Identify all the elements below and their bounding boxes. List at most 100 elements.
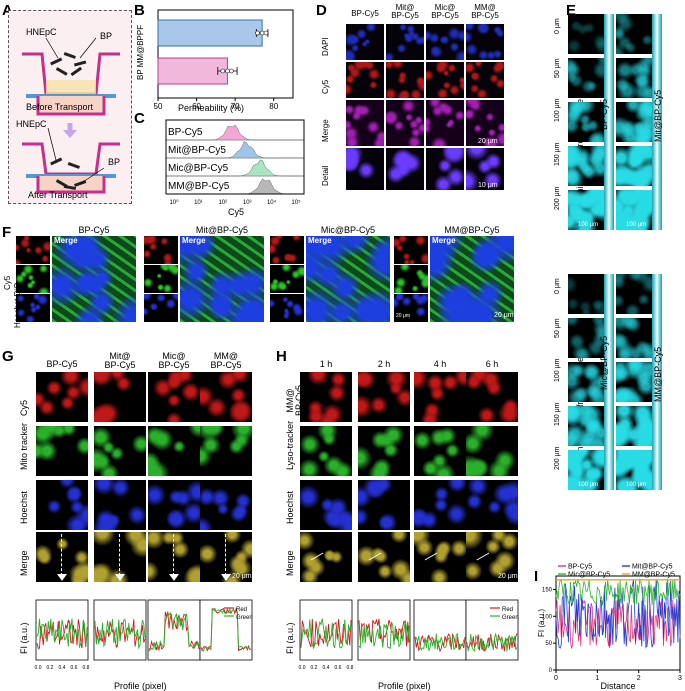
- panel-i-legend-3: MM@BP-Cy5: [632, 572, 675, 579]
- panel-e-image-bottom-a-1: [568, 318, 604, 358]
- panel-b-ylabel: BP MM@BPPF: [136, 24, 145, 80]
- panel-e-image-bottom-b-2: [616, 362, 652, 402]
- panel-g-label: G: [2, 348, 14, 365]
- panel-e-scale-top-b: 100 μm: [626, 222, 647, 228]
- panel-h-profile-plot-1: [357, 599, 411, 661]
- panel-g-image-r2-c3: [200, 480, 252, 530]
- panel-c-series-label-1: Mit@BP-Cy5: [168, 145, 226, 156]
- panel-d-label: D: [316, 2, 327, 19]
- panel-e-image-bottom-b-0: [616, 274, 652, 314]
- panel-g-image-r2-c0: [36, 480, 88, 530]
- panel-e-depth-bottom-0: 0 μm: [554, 278, 561, 294]
- panel-h-image-r3-c0: [300, 532, 352, 582]
- panel-g-plot-xtick-3: 0.6: [71, 665, 78, 671]
- panel-f-merge-label-1: Merge: [182, 236, 206, 245]
- panel-h-col-label-3: 6 h: [485, 359, 499, 369]
- panel-g-profile-arrow-2: [169, 574, 179, 581]
- panel-g-col-label-2: Mic@ BP-Cy5: [158, 351, 190, 370]
- panel-f-small-0-2: [16, 294, 50, 322]
- panel-e-image-top-b-3: [616, 146, 652, 186]
- panel-h-plot-ylabel: FI (a.u.): [285, 622, 295, 654]
- panel-g-image-r3-c0: [36, 532, 88, 582]
- panel-h-image-r2-c0: [300, 480, 352, 530]
- panel-e-scale-bottom-b: 100 μm: [626, 482, 647, 488]
- panel-g-profile-arrow-1: [115, 574, 125, 581]
- panel-f-small-3-1: [394, 265, 428, 293]
- panel-f-merge-image-0: [52, 236, 136, 322]
- panel-g-legend-0: Red: [236, 607, 247, 613]
- panel-i-ytick-3: 150: [542, 587, 553, 593]
- panel-h-plot-xtick-4: 0.8: [347, 665, 354, 671]
- panel-g-image-r0-c3: [200, 372, 252, 422]
- panel-e-sample-bottom-0: Mic@BP-Cy5: [599, 335, 609, 390]
- panel-d-col-label-1: Mit@ BP-Cy5: [391, 3, 419, 20]
- panel-g-image-r2-c2: [148, 480, 200, 530]
- panel-e-scale-bottom-a: 100 μm: [578, 482, 599, 488]
- panel-h-image-r3-c2: [414, 532, 466, 582]
- panel-e-image-bottom-a-3: [568, 406, 604, 446]
- panel-c-hist-0: [166, 124, 304, 141]
- panel-c-chart: BP-Cy5 Mit@BP-Cy5 Mic@BP-Cy5 MM@BP-Cy5 10⁰ 10…: [165, 119, 305, 206]
- panel-f-merge-label-0: Merge: [54, 236, 78, 245]
- panel-g-profile-line-0: [61, 534, 62, 576]
- panel-i-ytick-2: 100: [542, 614, 553, 620]
- panel-f-merge-label-2: Merge: [308, 236, 332, 245]
- panel-c-series-label-3: MM@BP-Cy5: [168, 181, 230, 192]
- panel-d-row-label-0: DAPI: [321, 37, 330, 56]
- panel-i-legend-1: Mit@BP-Cy5: [632, 564, 673, 571]
- panel-g-profile-0-line-1: [36, 618, 88, 648]
- panel-h-image-r0-c2: [414, 372, 466, 422]
- panel-i-ytick-1: 50: [545, 641, 552, 647]
- panel-e-stripe-bottom-1: [652, 274, 662, 490]
- panel-f-row-label-cy5: Cy5: [3, 275, 12, 290]
- panel-h-image-r1-c1: [358, 426, 410, 476]
- panel-h-image-r3-c1: [358, 532, 410, 582]
- panel-i-ytick-0: 0: [549, 668, 553, 674]
- panel-g-scale: 20 μm: [232, 573, 252, 580]
- panel-g-col-label-1: Mit@ BP-Cy5: [104, 351, 136, 370]
- panel-g-plot-xtick-2: 0.4: [59, 665, 66, 671]
- panel-h-col-label-1: 2 h: [377, 359, 391, 369]
- panel-e-image-top-b-0: [616, 14, 652, 54]
- panel-d-scale-2: 10 μm: [478, 182, 498, 189]
- panel-h-image-r2-c2: [414, 480, 466, 530]
- panel-g-profile-arrow-3: [221, 574, 231, 581]
- panel-c-hist-1: [166, 141, 304, 159]
- panel-g-image-r1-c0: [36, 426, 88, 476]
- panel-h-profile-1-line-0: [358, 618, 410, 647]
- panel-h-row-label-1: Lyso-tracker: [285, 420, 295, 470]
- panel-d-col-label-2: Mic@ BP-Cy5: [431, 3, 459, 20]
- panel-e-depth-bottom-1: 50 μm: [554, 318, 561, 338]
- panel-a-bp-bottom: BP: [108, 157, 121, 167]
- panel-d-row-label-1: Cy5: [321, 79, 330, 94]
- panel-f-small-1-2: [144, 294, 178, 322]
- panel-g-plot-xtick-0: 0.0: [35, 665, 42, 671]
- panel-i-legend-2: Mic@BP-Cy5: [568, 572, 610, 579]
- panel-i-series-2: [555, 578, 681, 606]
- panel-d-image-r2-c0: [346, 100, 384, 146]
- panel-c-series-label-0: BP-Cy5: [168, 127, 203, 138]
- panel-g-profile-line-1: [119, 534, 120, 576]
- panel-c-xtick-2: 10²: [218, 200, 227, 206]
- panel-h-legend-1: Green: [502, 615, 519, 621]
- panel-d-image-r0-c1: [386, 24, 424, 60]
- panel-g-plot-ylabel: FI (a.u.): [19, 622, 29, 654]
- panel-g-profile-line-3: [225, 534, 226, 576]
- panel-e-sample-top-1: Mit@BP-Cy5: [653, 89, 663, 142]
- panel-h-image-r0-c0: [300, 372, 352, 422]
- panel-f-merge-image-2: [306, 236, 390, 322]
- panel-e-depth-top-1: 50 μm: [554, 58, 561, 78]
- panel-h-col-label-0: 1 h: [319, 359, 333, 369]
- panel-d-image-r3-c2: [426, 148, 464, 190]
- panel-g-profile-plot-3: Red Green: [199, 599, 253, 661]
- panel-h-profile-plot-3: Red Green: [465, 599, 519, 661]
- panel-f-small-0-0: [16, 236, 50, 264]
- panel-b-xtick-0: 50: [154, 102, 163, 111]
- panel-g-image-r1-c2: [148, 426, 200, 476]
- panel-f-group-label-0: BP-Cy5: [78, 225, 110, 235]
- panel-g-col-label-3: MM@ BP-Cy5: [210, 351, 242, 370]
- panel-h-image-r2-c1: [358, 480, 410, 530]
- panel-f-small-2-0: [270, 236, 304, 264]
- panel-c-xlabel: Cy5: [228, 207, 245, 217]
